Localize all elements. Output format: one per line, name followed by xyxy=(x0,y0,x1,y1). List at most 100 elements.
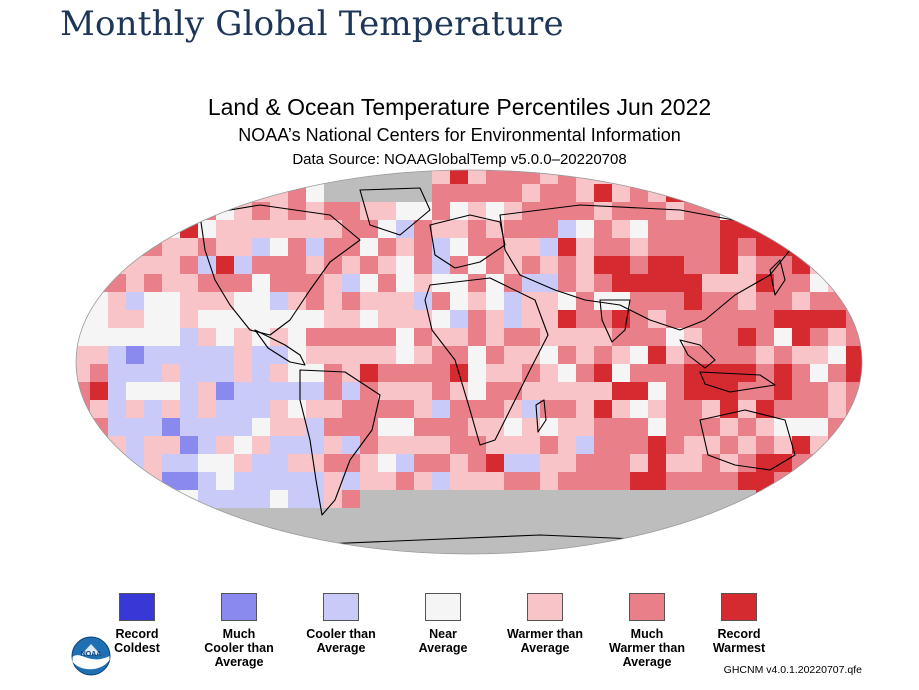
grid-cell xyxy=(612,292,631,311)
grid-cell xyxy=(846,346,862,365)
grid-cell xyxy=(162,310,181,329)
grid-cell xyxy=(342,292,361,311)
grid-cell xyxy=(630,292,649,311)
grid-cell xyxy=(108,328,127,347)
grid-cell xyxy=(648,328,667,347)
grid-cell xyxy=(396,526,415,545)
grid-cell xyxy=(522,436,541,455)
grid-cell xyxy=(198,292,217,311)
grid-cell xyxy=(270,238,289,257)
grid-cell xyxy=(234,238,253,257)
grid-cell xyxy=(522,170,541,185)
grid-cell xyxy=(522,220,541,239)
grid-cell xyxy=(648,400,667,419)
grid-cell xyxy=(558,274,577,293)
grid-cell xyxy=(612,328,631,347)
grid-cell xyxy=(342,274,361,293)
grid-cell xyxy=(504,526,523,545)
grid-cell xyxy=(90,400,109,419)
grid-cell xyxy=(756,382,775,401)
grid-cell xyxy=(576,490,595,509)
grid-cell xyxy=(414,274,433,293)
grid-cell xyxy=(450,220,469,239)
grid-cell xyxy=(270,220,289,239)
grid-cell xyxy=(828,346,847,365)
grid-cell xyxy=(378,184,397,203)
grid-cell xyxy=(198,436,217,455)
grid-cell xyxy=(216,382,235,401)
grid-cell xyxy=(306,256,325,275)
grid-cell xyxy=(612,364,631,383)
grid-cell xyxy=(180,274,199,293)
grid-cell xyxy=(234,382,253,401)
grid-cell xyxy=(522,238,541,257)
grid-cell xyxy=(612,490,631,509)
grid-cell xyxy=(540,184,559,203)
land-outline xyxy=(599,299,631,343)
grid-cell xyxy=(576,454,595,473)
grid-cell xyxy=(648,292,667,311)
grid-cell xyxy=(774,418,793,437)
grid-cell xyxy=(76,310,91,329)
grid-cell xyxy=(342,382,361,401)
grid-cell xyxy=(558,238,577,257)
grid-cell xyxy=(468,544,487,554)
grid-cell xyxy=(288,418,307,437)
grid-cell xyxy=(486,220,505,239)
grid-cell xyxy=(306,544,325,554)
grid-cell xyxy=(144,364,163,383)
page-heading: Monthly Global Temperature xyxy=(60,4,564,44)
grid-cell xyxy=(270,310,289,329)
grid-cell xyxy=(162,220,181,239)
grid-cell xyxy=(738,346,757,365)
grid-cell xyxy=(828,400,847,419)
grid-cell xyxy=(648,346,667,365)
grid-cell xyxy=(630,184,649,203)
grid-cell xyxy=(288,436,307,455)
grid-cell xyxy=(324,436,343,455)
legend-swatch xyxy=(721,593,757,621)
grid-cell xyxy=(144,328,163,347)
grid-cell xyxy=(378,238,397,257)
grid-cell xyxy=(486,490,505,509)
grid-cell xyxy=(306,184,325,203)
grid-cell xyxy=(252,508,271,527)
grid-cell xyxy=(360,508,379,527)
grid-cell xyxy=(432,544,451,554)
grid-cell xyxy=(828,310,847,329)
grid-cell xyxy=(558,184,577,203)
grid-cell xyxy=(774,238,793,257)
grid-cell xyxy=(720,220,739,239)
grid-cell xyxy=(432,400,451,419)
grid-cell xyxy=(414,436,433,455)
grid-cell xyxy=(486,238,505,257)
grid-cell xyxy=(162,364,181,383)
grid-cell xyxy=(810,364,829,383)
grid-cell xyxy=(342,220,361,239)
grid-cell xyxy=(648,382,667,401)
grid-cell xyxy=(522,184,541,203)
grid-cell xyxy=(648,472,667,491)
grid-cell xyxy=(306,238,325,257)
legend-label: Much Cooler than Average xyxy=(204,627,274,669)
grid-cell xyxy=(576,526,595,545)
grid-cell xyxy=(540,418,559,437)
grid-cell xyxy=(216,436,235,455)
grid-cell xyxy=(756,328,775,347)
grid-cell xyxy=(468,184,487,203)
grid-cell xyxy=(396,170,415,185)
grid-cell xyxy=(504,238,523,257)
grid-cell xyxy=(504,454,523,473)
grid-cell xyxy=(216,274,235,293)
grid-cell xyxy=(90,328,109,347)
grid-cell xyxy=(468,220,487,239)
grid-cell xyxy=(576,418,595,437)
grid-cell xyxy=(450,346,469,365)
grid-cell xyxy=(234,400,253,419)
grid-cell xyxy=(252,274,271,293)
grid-cell xyxy=(360,526,379,545)
grid-cell xyxy=(162,454,181,473)
grid-cell xyxy=(324,508,343,527)
grid-cell xyxy=(576,238,595,257)
grid-cell xyxy=(360,292,379,311)
